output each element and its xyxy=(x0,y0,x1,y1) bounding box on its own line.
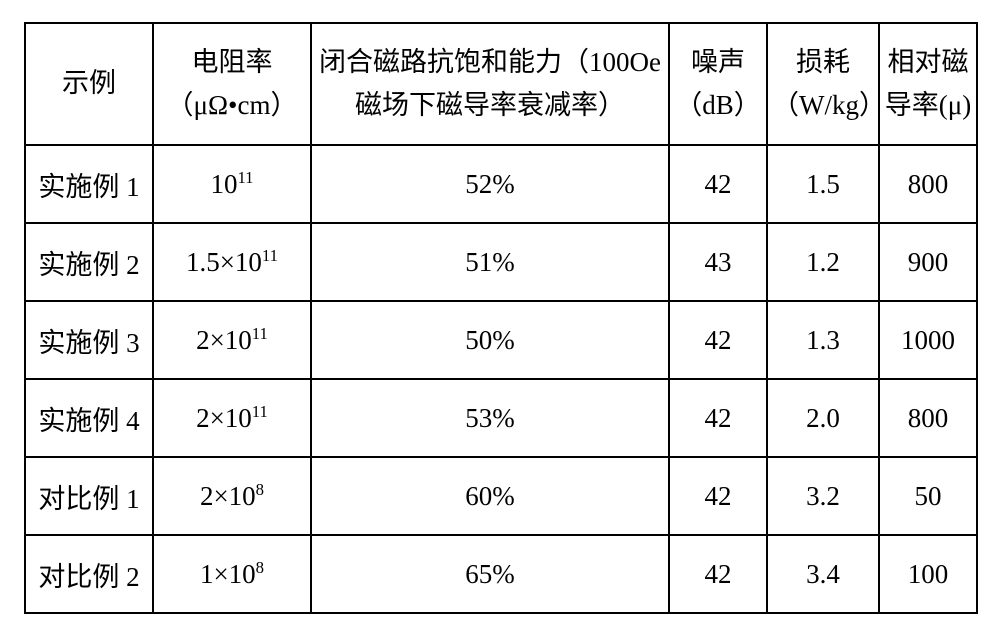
cell-permeability: 800 xyxy=(879,379,977,457)
cell-example-label: 实施例 2 xyxy=(25,223,153,301)
table-row: 对比例 21×10865%423.4100 xyxy=(25,535,977,613)
cell-loss: 1.5 xyxy=(767,145,879,223)
cell-example-label: 对比例 1 xyxy=(25,457,153,535)
cell-example-label: 实施例 3 xyxy=(25,301,153,379)
table-row: 实施例 21.5×101151%431.2900 xyxy=(25,223,977,301)
cell-permeability: 100 xyxy=(879,535,977,613)
cell-loss: 2.0 xyxy=(767,379,879,457)
col-header-saturation: 闭合磁路抗饱和能力（100Oe 磁场下磁导率衰减率） xyxy=(311,23,669,145)
cell-resistivity: 1×108 xyxy=(153,535,311,613)
cell-saturation: 50% xyxy=(311,301,669,379)
cell-permeability: 800 xyxy=(879,145,977,223)
col-header-noise-l1: 噪声 xyxy=(691,47,745,77)
cell-loss: 3.4 xyxy=(767,535,879,613)
material-properties-table: 示例 电阻率 （μΩ•cm） 闭合磁路抗饱和能力（100Oe 磁场下磁导率衰减率… xyxy=(24,22,978,614)
cell-loss: 3.2 xyxy=(767,457,879,535)
cell-noise: 42 xyxy=(669,379,767,457)
cell-example-label: 实施例 1 xyxy=(25,145,153,223)
cell-resistivity: 1.5×1011 xyxy=(153,223,311,301)
table-row: 对比例 12×10860%423.250 xyxy=(25,457,977,535)
cell-saturation: 65% xyxy=(311,535,669,613)
cell-noise: 42 xyxy=(669,457,767,535)
cell-saturation: 51% xyxy=(311,223,669,301)
table-row: 实施例 32×101150%421.31000 xyxy=(25,301,977,379)
col-header-saturation-l1: 闭合磁路抗饱和能力（100Oe xyxy=(319,47,661,77)
col-header-resistivity: 电阻率 （μΩ•cm） xyxy=(153,23,311,145)
cell-permeability: 1000 xyxy=(879,301,977,379)
cell-noise: 42 xyxy=(669,535,767,613)
cell-example-label: 实施例 4 xyxy=(25,379,153,457)
cell-saturation: 52% xyxy=(311,145,669,223)
col-header-permeability-l1: 相对磁 xyxy=(888,47,969,77)
table-header-row: 示例 电阻率 （μΩ•cm） 闭合磁路抗饱和能力（100Oe 磁场下磁导率衰减率… xyxy=(25,23,977,145)
cell-saturation: 53% xyxy=(311,379,669,457)
cell-noise: 42 xyxy=(669,145,767,223)
cell-resistivity: 2×1011 xyxy=(153,301,311,379)
col-header-permeability: 相对磁 导率(μ) xyxy=(879,23,977,145)
table-body: 实施例 1101152%421.5800实施例 21.5×101151%431.… xyxy=(25,145,977,613)
cell-loss: 1.2 xyxy=(767,223,879,301)
col-header-loss-l2: （W/kg） xyxy=(772,90,886,120)
col-header-permeability-l2: 导率(μ) xyxy=(885,90,971,120)
cell-noise: 43 xyxy=(669,223,767,301)
table-row: 实施例 42×101153%422.0800 xyxy=(25,379,977,457)
cell-permeability: 50 xyxy=(879,457,977,535)
cell-resistivity: 2×108 xyxy=(153,457,311,535)
col-header-resistivity-l1: 电阻率 xyxy=(192,47,273,77)
col-header-noise: 噪声 （dB） xyxy=(669,23,767,145)
col-header-loss: 损耗 （W/kg） xyxy=(767,23,879,145)
col-header-resistivity-l2: （μΩ•cm） xyxy=(167,90,298,120)
col-header-example: 示例 xyxy=(25,23,153,145)
cell-resistivity: 1011 xyxy=(153,145,311,223)
cell-noise: 42 xyxy=(669,301,767,379)
table-row: 实施例 1101152%421.5800 xyxy=(25,145,977,223)
cell-saturation: 60% xyxy=(311,457,669,535)
cell-example-label: 对比例 2 xyxy=(25,535,153,613)
col-header-noise-l2: （dB） xyxy=(675,90,761,120)
cell-resistivity: 2×1011 xyxy=(153,379,311,457)
cell-loss: 1.3 xyxy=(767,301,879,379)
cell-permeability: 900 xyxy=(879,223,977,301)
col-header-loss-l1: 损耗 xyxy=(796,47,850,77)
col-header-saturation-l2: 磁场下磁导率衰减率） xyxy=(355,90,625,120)
